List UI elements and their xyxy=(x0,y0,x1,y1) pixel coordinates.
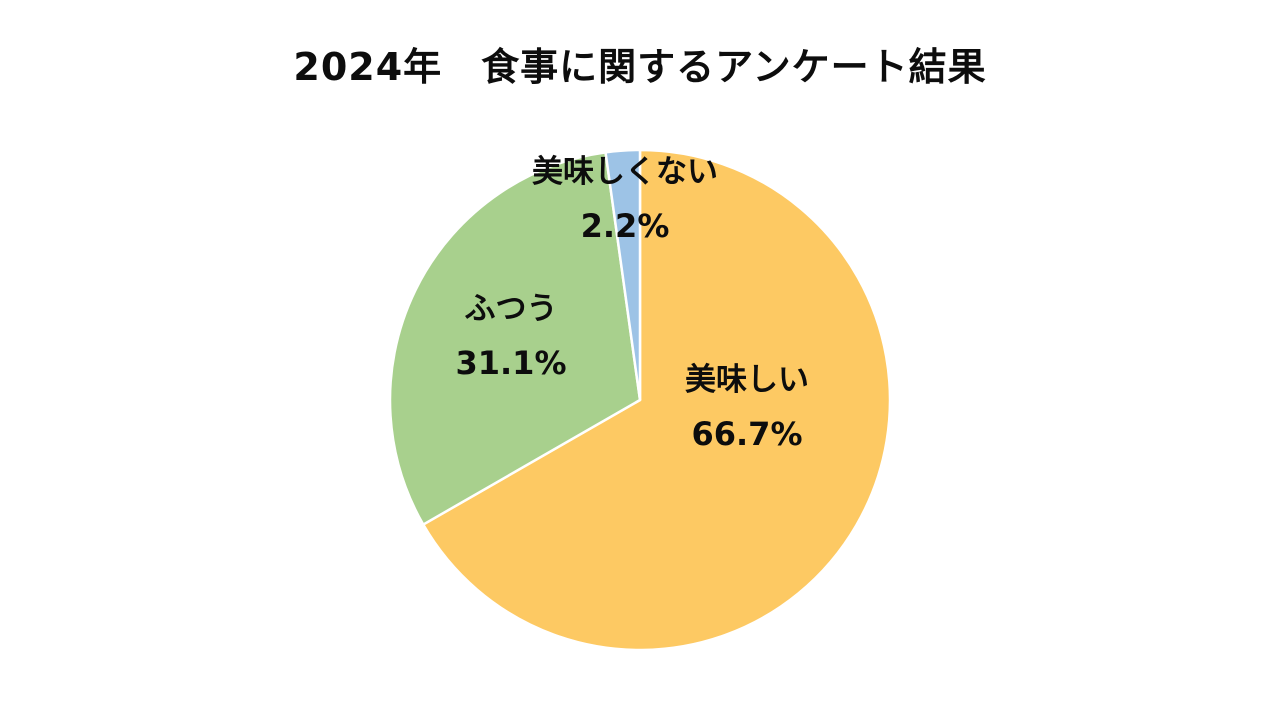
slice-label-not-delicious: 美味しくない 2.2% xyxy=(532,145,718,253)
slice-percent-text: 31.1% xyxy=(455,344,567,382)
pie-slice-0 xyxy=(421,148,892,652)
pie-slice-2 xyxy=(604,148,642,402)
slice-category-text: ふつう xyxy=(464,291,558,327)
slice-category-text: 美味しくない xyxy=(532,154,718,190)
slice-percent-text: 2.2% xyxy=(580,207,670,245)
pie-chart xyxy=(380,140,900,660)
pie-svg xyxy=(388,148,892,652)
slice-label-delicious: 美味しい 66.7% xyxy=(685,353,809,461)
slice-category-text: 美味しい xyxy=(685,362,809,398)
chart-title: 2024年 食事に関するアンケート結果 xyxy=(293,45,987,89)
pie-slice-1 xyxy=(388,151,642,526)
slice-label-normal: ふつう 31.1% xyxy=(455,282,566,390)
slice-percent-text: 66.7% xyxy=(691,415,803,453)
